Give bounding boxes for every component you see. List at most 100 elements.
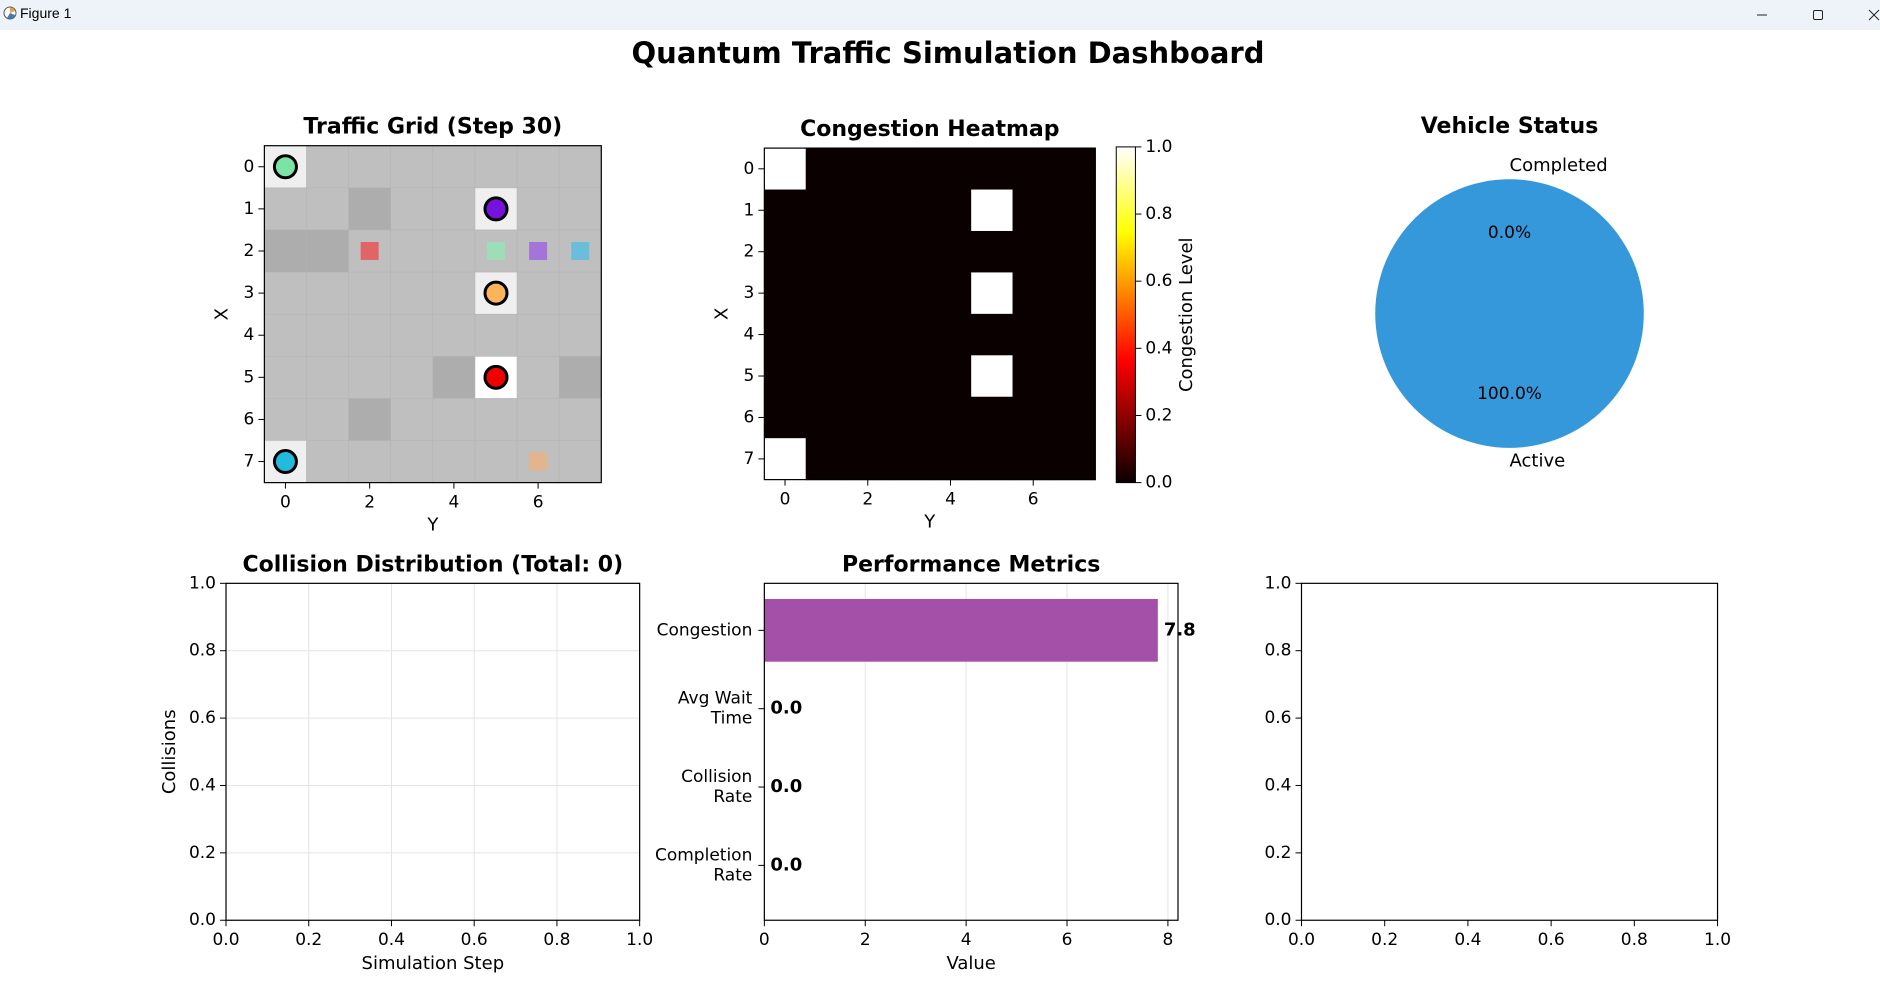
heatmap-cell: [847, 148, 889, 191]
vehicle-marker: [272, 154, 298, 180]
destination-marker: [529, 452, 548, 471]
heatmap-cell: [805, 355, 848, 398]
close-button[interactable]: [1846, 0, 1880, 30]
metrics-value-label: 0.0: [770, 854, 802, 875]
figure-suptitle: Quantum Traffic Simulation Dashboard: [632, 36, 1265, 70]
heatmap-ytick-label: 1: [744, 200, 755, 220]
metrics-category-label: Congestion: [657, 620, 753, 640]
collision-xlabel: Simulation Step: [362, 953, 505, 974]
grid-xtick-label: 0: [280, 493, 291, 513]
collision-xtick-label: 0.2: [295, 930, 322, 950]
metrics-title: Performance Metrics: [842, 552, 1100, 577]
heatmap-cell: [971, 355, 1014, 398]
grid-ytick-label: 0: [244, 157, 255, 177]
heatmap-frame: [763, 147, 1096, 481]
heatmap-cell: [1012, 272, 1055, 315]
heatmap-cell: [805, 313, 848, 356]
heatmap-cell: [971, 189, 1014, 232]
heatmap-cell: [764, 313, 807, 356]
heatmap-cell: [1053, 230, 1096, 273]
heatmap-cell: [971, 148, 1014, 191]
metrics-category-line: Rate: [713, 787, 752, 807]
pie-pct-label: 0.0%: [1488, 223, 1531, 243]
heatmap-cell: [764, 148, 807, 191]
heatmap-cell: [971, 272, 1014, 315]
metrics-bar: [764, 598, 1158, 662]
heatmap-cell: [1053, 438, 1096, 481]
window-title: Figure 1: [20, 5, 72, 21]
grid-ytick-label: 1: [244, 199, 255, 219]
metrics-category-line: Completion: [655, 845, 752, 865]
heatmap-cell: [1053, 272, 1096, 315]
grid-cell: [348, 187, 391, 230]
empty-xtick-label: 0.6: [1538, 930, 1565, 950]
metrics-value-label: 7.8: [1164, 619, 1196, 640]
heatmap-ytick-label: 2: [744, 242, 755, 262]
vehicle-marker: [483, 196, 509, 222]
empty-ytick-label: 0.4: [1264, 775, 1291, 795]
heatmap-cell: [764, 189, 807, 232]
heatmap-cell: [805, 189, 848, 232]
vehicle-marker: [483, 364, 509, 390]
heatmap-ytick-label: 4: [744, 325, 755, 345]
grid-xtick-label: 2: [364, 493, 375, 513]
heatmap-ytick-label: 5: [744, 366, 755, 386]
heatmap-cell: [888, 230, 931, 273]
empty-xtick-label: 0.0: [1288, 930, 1315, 950]
colorbar-tick-label: 0.2: [1145, 405, 1172, 425]
heatmap-cell: [847, 272, 889, 315]
collision-ytick-label: 0.0: [189, 910, 216, 930]
metrics-category-label: Completion Rate: [655, 845, 752, 885]
heatmap-cell: [1012, 189, 1055, 232]
collision-ytick-label: 1.0: [189, 573, 216, 593]
maximize-button[interactable]: [1790, 0, 1846, 30]
metrics-xtick-label: 4: [961, 930, 972, 950]
heatmap-cell: [1012, 396, 1055, 439]
heatmap-cell: [888, 355, 931, 398]
heatmap-xlabel: Y: [923, 512, 936, 533]
heatmap-cell: [805, 438, 848, 481]
collision-xtick-label: 0.6: [461, 930, 488, 950]
heatmap-cell: [805, 230, 848, 273]
window-titlebar: Figure 1: [0, 0, 1880, 30]
grid-cell: [559, 356, 602, 399]
heatmap-cell: [1053, 355, 1096, 398]
colorbar-tick-label: 0.8: [1145, 204, 1172, 224]
metrics-xtick-label: 8: [1162, 930, 1173, 950]
heatmap-cell: [1053, 396, 1096, 439]
heatmap-xtick-label: 0: [780, 490, 791, 510]
empty-ytick-label: 0.6: [1264, 708, 1291, 728]
empty-ytick-label: 0.0: [1264, 910, 1291, 930]
heatmap-cell: [764, 272, 807, 315]
collision-title: Collision Distribution (Total: 0): [243, 552, 624, 577]
vehicle-marker: [483, 280, 509, 306]
metrics-category-line: Rate: [713, 865, 752, 885]
close-icon: [1868, 9, 1880, 21]
heatmap-cell: [929, 189, 972, 232]
heatmap-cell: [929, 396, 972, 439]
heatmap-cell: [929, 272, 972, 315]
minimize-button[interactable]: [1734, 0, 1790, 30]
heatmap-ytick-label: 3: [744, 283, 755, 303]
heatmap-ytick-label: 7: [744, 449, 755, 469]
heatmap-cell: [1012, 148, 1055, 191]
pie-slice: [1375, 179, 1644, 448]
vehicle-marker: [272, 449, 298, 475]
metrics-xtick-label: 2: [860, 930, 871, 950]
heatmap-cell: [888, 148, 931, 191]
empty-ytick-label: 1.0: [1264, 573, 1291, 593]
metrics-category-label: Collision Rate: [681, 767, 752, 807]
grid-ytick-label: 6: [244, 409, 255, 429]
heatmap-cell: [764, 438, 807, 481]
heatmap-cell: [847, 355, 889, 398]
heatmap-cell: [805, 148, 848, 191]
metrics-category-line: Avg Wait: [678, 689, 753, 709]
heatmap-cell: [929, 230, 972, 273]
grid-xlabel: Y: [426, 515, 439, 536]
grid-cell: [264, 229, 307, 273]
grid-ylabel: X: [211, 308, 232, 320]
metrics-frame: [763, 582, 1179, 921]
heatmap-xtick-label: 2: [862, 490, 873, 510]
grid-ytick-label: 7: [244, 452, 255, 472]
grid-ytick-label: 3: [244, 283, 255, 303]
